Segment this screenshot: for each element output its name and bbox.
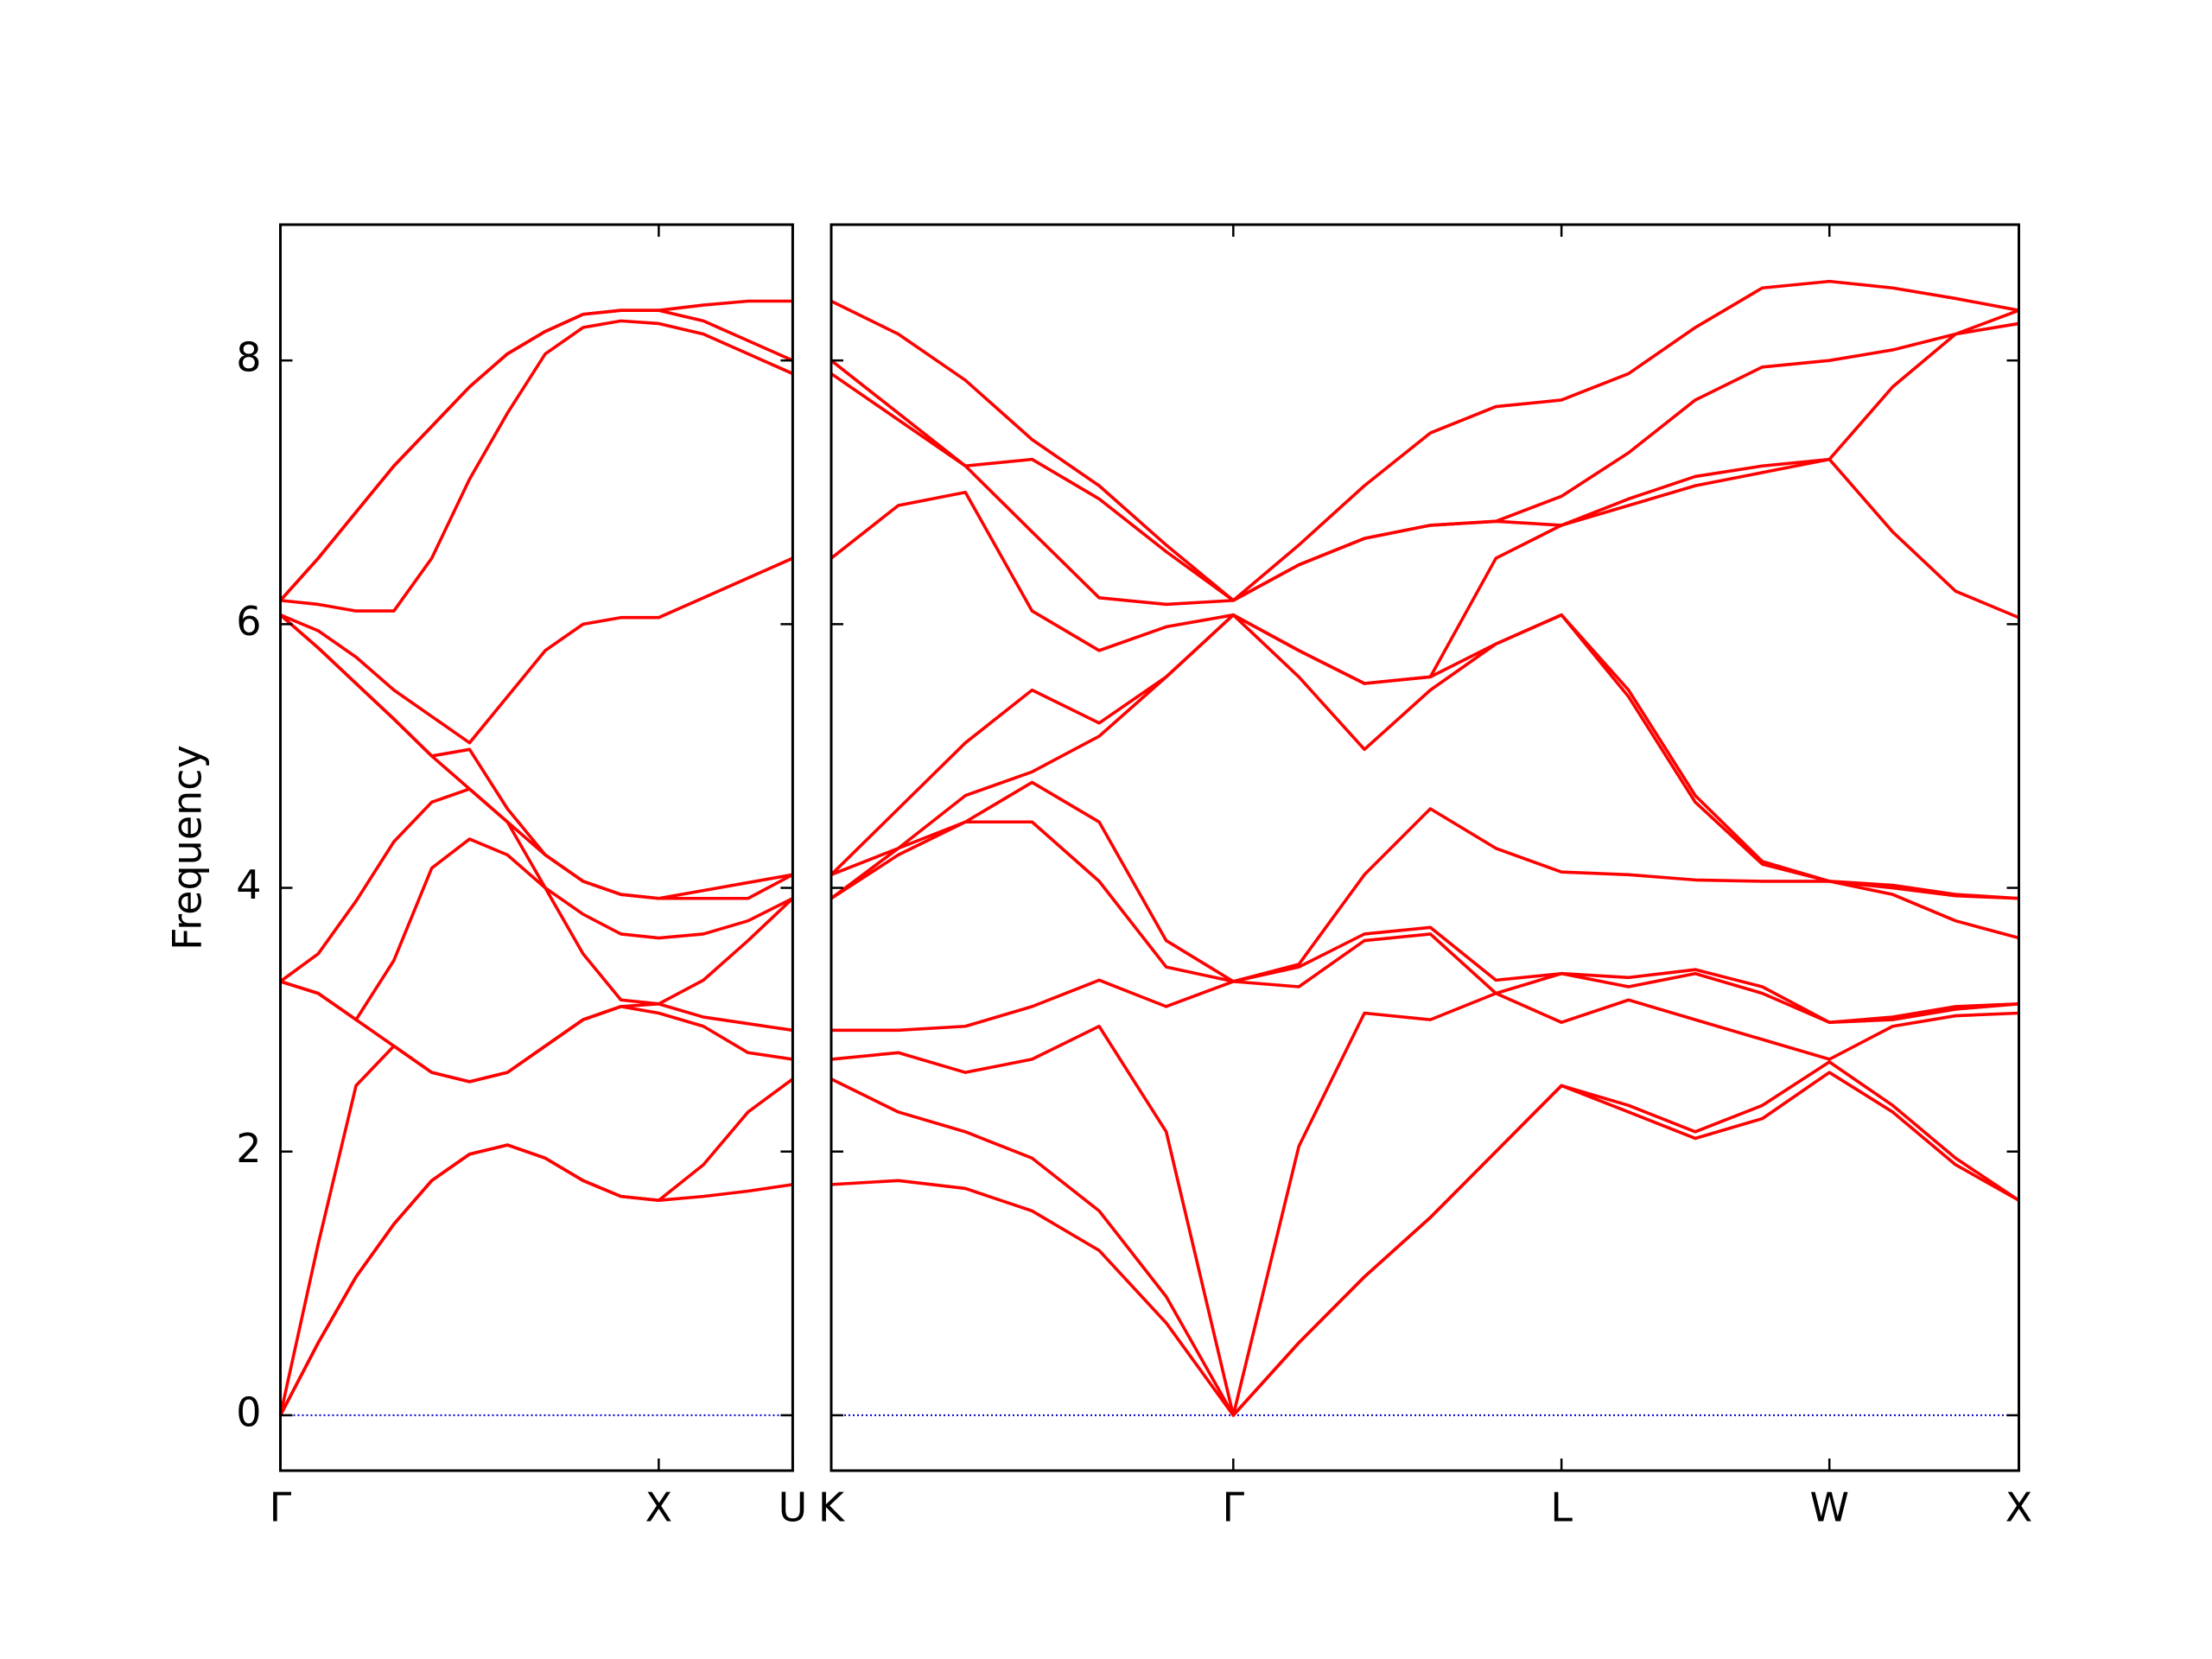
band-line: [830, 1071, 2020, 1417]
band-line: [830, 308, 2020, 602]
plot-frame: [279, 223, 794, 1472]
band-line: [278, 1143, 793, 1416]
band-line: [279, 299, 793, 602]
y-tick-label: 6: [236, 598, 261, 645]
y-axis-label: Frequency: [164, 745, 211, 950]
y-tick-label: 4: [236, 861, 261, 908]
band-line: [278, 1077, 794, 1416]
band-line: [830, 457, 2020, 685]
y-tick-label: 8: [236, 334, 261, 381]
band-line: [830, 1060, 2020, 1417]
band-line: [830, 279, 2019, 602]
x-tick-label: Γ: [1223, 1484, 1245, 1531]
x-tick-label: K: [818, 1484, 846, 1531]
x-tick-label: X: [2005, 1484, 2033, 1531]
band-line: [279, 613, 793, 900]
band-line: [830, 613, 2019, 900]
y-tick-label: 2: [236, 1125, 261, 1172]
band-line: [280, 319, 794, 613]
plot-frame: [830, 223, 2020, 1472]
x-tick-label: Γ: [270, 1484, 292, 1531]
x-tick-label: X: [645, 1484, 673, 1531]
band-line: [830, 820, 2019, 1024]
x-tick-label: W: [1809, 1484, 1848, 1531]
band-line: [279, 837, 794, 1021]
x-tick-label: L: [1550, 1484, 1573, 1531]
band-line: [279, 556, 794, 745]
band-line: [279, 980, 793, 1084]
band-line: [279, 787, 794, 983]
band-line: [830, 991, 2019, 1417]
band-line: [830, 321, 2019, 607]
band-line: [831, 932, 2019, 1033]
y-tick-label: 0: [236, 1389, 261, 1435]
band-line: [830, 613, 2019, 900]
x-tick-label: U: [779, 1484, 808, 1531]
band-line: [278, 1005, 793, 1416]
band-line: [279, 308, 794, 602]
